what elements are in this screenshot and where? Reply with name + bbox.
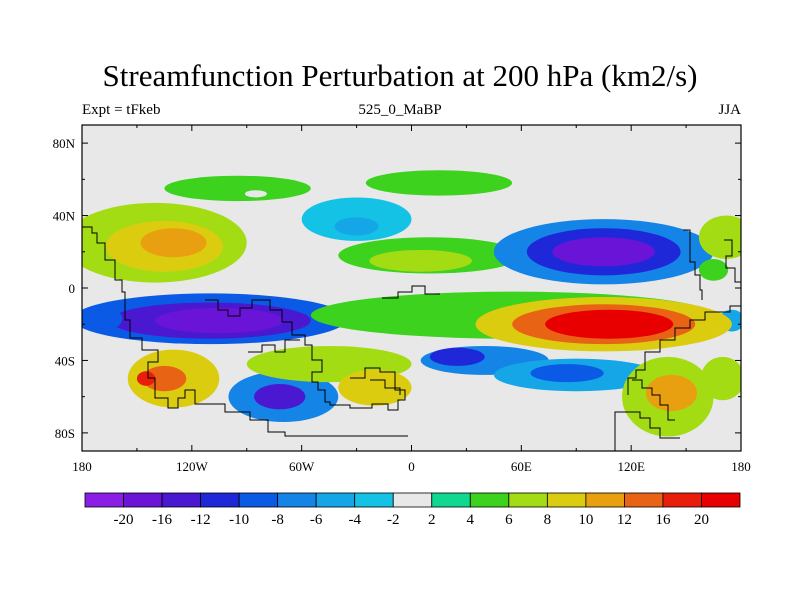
contour-cell-29 — [254, 383, 306, 410]
contour-fills — [82, 170, 741, 437]
colorbar-label: 8 — [544, 512, 552, 528]
colorbar-swatch-9 — [431, 492, 471, 508]
experiment-label: Expt = tFkeb — [82, 102, 161, 118]
contour-cell-26 — [142, 365, 187, 392]
x-tick-label: 180 — [72, 459, 92, 474]
colorbar-swatch-10 — [469, 492, 510, 508]
colorbar-swatch-3 — [200, 492, 240, 508]
x-tick-label: 180 — [731, 459, 751, 474]
colorbar-swatch-8 — [392, 492, 433, 508]
colorbar-label: -4 — [348, 512, 361, 528]
y-tick-label: 40S — [55, 353, 75, 368]
contour-cell-0 — [164, 175, 311, 202]
axis-tick-labels: 180 120W 60W 0 60E 120E 180 80N 40N 0 40S 80S — [53, 136, 751, 474]
contour-cell-35 — [530, 364, 604, 383]
x-tick-label: 120W — [176, 459, 209, 474]
season-label: JJA — [718, 102, 741, 118]
colorbar-label: 4 — [467, 512, 475, 528]
contour-cell-2 — [365, 170, 513, 196]
colorbar-label: 6 — [505, 512, 513, 528]
colorbar-swatch-11 — [508, 492, 548, 508]
x-tick-label: 60W — [289, 459, 315, 474]
colorbar-swatch-5 — [277, 492, 317, 508]
coastlines — [82, 226, 741, 451]
colorbar-label: -12 — [191, 512, 211, 528]
contour-cell-15 — [698, 259, 729, 281]
colorbar-label: 12 — [617, 512, 632, 528]
colorbar-label: 10 — [578, 512, 593, 528]
x-tick-label: 60E — [511, 459, 532, 474]
y-tick-label: 80N — [53, 136, 76, 151]
contour-cell-1 — [244, 190, 267, 198]
contour-cell-10 — [140, 228, 207, 258]
contour-cell-7 — [369, 249, 472, 272]
y-tick-label: 40N — [53, 209, 76, 224]
colorbar: -20 -16 -12 -10 -8 -6 -4 -2 2 4 6 8 10 12 16 20 — [84, 492, 741, 528]
axis-ticks — [81, 125, 742, 451]
colorbar-swatch-16 — [701, 492, 741, 508]
colorbar-swatch-6 — [315, 492, 356, 508]
y-tick-label: 0 — [69, 281, 76, 296]
y-tick-label: 80S — [55, 426, 75, 441]
colorbar-label: -6 — [310, 512, 323, 528]
contour-cell-31 — [338, 369, 412, 406]
colorbar-swatch-12 — [546, 492, 587, 508]
colorbar-label: 2 — [428, 512, 436, 528]
x-tick-label: 0 — [408, 459, 415, 474]
colorbar-swatch-4 — [238, 492, 279, 508]
colorbar-label: -2 — [387, 512, 400, 528]
colorbar-label: 16 — [655, 512, 671, 528]
colorbar-label: -10 — [229, 512, 249, 528]
contour-cell-14 — [698, 215, 741, 260]
colorbar-label: -8 — [271, 512, 284, 528]
colorbar-label: -20 — [114, 512, 134, 528]
contour-cell-5 — [475, 219, 513, 231]
colorbar-swatch-13 — [585, 492, 625, 508]
contour-cell-33 — [429, 347, 485, 366]
contour-cell-18 — [155, 307, 284, 334]
colorbar-swatch-15 — [662, 492, 702, 508]
colorbar-label: -16 — [152, 512, 172, 528]
contour-cell-37 — [645, 374, 698, 412]
contour-cell-24 — [545, 309, 674, 339]
contour-cell-27 — [136, 371, 156, 386]
colorbar-swatch-0 — [84, 492, 124, 508]
x-tick-label: 120E — [617, 459, 645, 474]
contour-cell-38 — [700, 356, 741, 401]
colorbar-swatch-2 — [161, 492, 201, 508]
colorbar-label: 20 — [694, 512, 709, 528]
case-label: 525_0_MaBP — [358, 102, 442, 118]
colorbar-swatch-7 — [354, 492, 394, 508]
chart-title: Streamfunction Perturbation at 200 hPa (… — [102, 58, 698, 93]
contour-cell-19 — [82, 306, 123, 332]
contour-cell-4 — [334, 217, 379, 236]
colorbar-swatch-1 — [123, 492, 163, 508]
colorbar-swatch-14 — [624, 492, 664, 508]
contour-cell-13 — [552, 237, 655, 267]
